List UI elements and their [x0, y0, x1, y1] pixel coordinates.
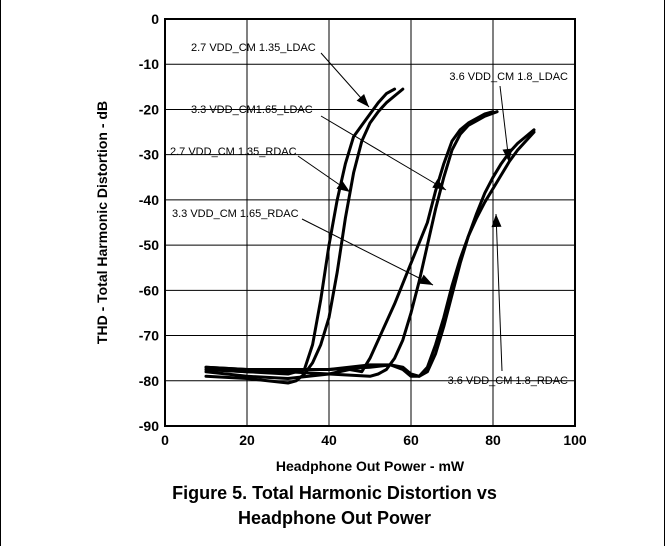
series-line — [204, 128, 536, 378]
leader-line — [301, 218, 434, 286]
series-label: 3.3 VDD_CM1.65_LDAC — [191, 104, 313, 116]
y-tick-label: -80 — [139, 373, 159, 389]
x-tick-label: 0 — [161, 432, 169, 448]
y-tick-label: -90 — [139, 418, 159, 434]
x-tick-label: 40 — [321, 432, 337, 448]
arrowhead-icon — [502, 148, 513, 162]
series-annotations: 2.7 VDD_CM 1.35_LDAC 2.7 VDD_CM 1.35_RDAC… — [170, 42, 568, 387]
x-axis-label: Headphone Out Power - mW — [276, 458, 465, 474]
series-line — [204, 110, 499, 378]
arrowhead-icon — [491, 214, 502, 228]
series-line — [204, 87, 405, 385]
y-tick-label: -70 — [139, 328, 159, 344]
y-tick-label: -30 — [139, 147, 159, 163]
x-tick-label: 100 — [563, 432, 587, 448]
caption-line-2: Headphone Out Power — [237, 508, 432, 528]
x-tick-label: 60 — [403, 432, 419, 448]
leader-line — [495, 213, 503, 372]
y-tick-label: -60 — [139, 282, 159, 298]
y-axis-label: THD - Total Harmonic Distortion - dB — [94, 101, 110, 344]
y-tick-label: -40 — [139, 192, 159, 208]
series-label: 2.7 VDD_CM 1.35_LDAC — [191, 42, 316, 54]
series-line — [204, 130, 536, 378]
series-label: 3.3 VDD_CM 1.65_RDAC — [172, 208, 299, 220]
y-tick-label: -20 — [139, 101, 159, 117]
arrowhead-icon — [419, 274, 433, 285]
page-frame-left-border — [0, 0, 1, 546]
leader-line — [320, 115, 447, 191]
y-tick-label: 0 — [151, 11, 159, 27]
figure-caption: Figure 5. Total Harmonic Distortion vs H… — [0, 481, 669, 531]
tick-labels: 0 20 40 60 80 100 0 -10 -20 -30 -40 -50 -60 -70 -80 -90 — [139, 11, 587, 448]
page-frame-right-border — [664, 0, 665, 546]
caption-line-1: Figure 5. Total Harmonic Distortion vs — [172, 483, 497, 503]
series-label: 3.6 VDD_CM 1.8_LDAC — [449, 71, 568, 83]
arrowhead-icon — [336, 180, 350, 192]
x-tick-label: 80 — [485, 432, 501, 448]
y-tick-label: -10 — [139, 56, 159, 72]
x-tick-label: 20 — [239, 432, 255, 448]
series-layer — [204, 87, 536, 385]
plot-area-frame — [164, 18, 576, 427]
arrowhead-icon — [356, 93, 369, 107]
arrowhead-icon — [432, 179, 446, 190]
series-label: 2.7 VDD_CM 1.35_RDAC — [170, 146, 297, 158]
y-tick-label: -50 — [139, 237, 159, 253]
series-label: 3.6 VDD_CM 1.8_RDAC — [448, 375, 568, 387]
